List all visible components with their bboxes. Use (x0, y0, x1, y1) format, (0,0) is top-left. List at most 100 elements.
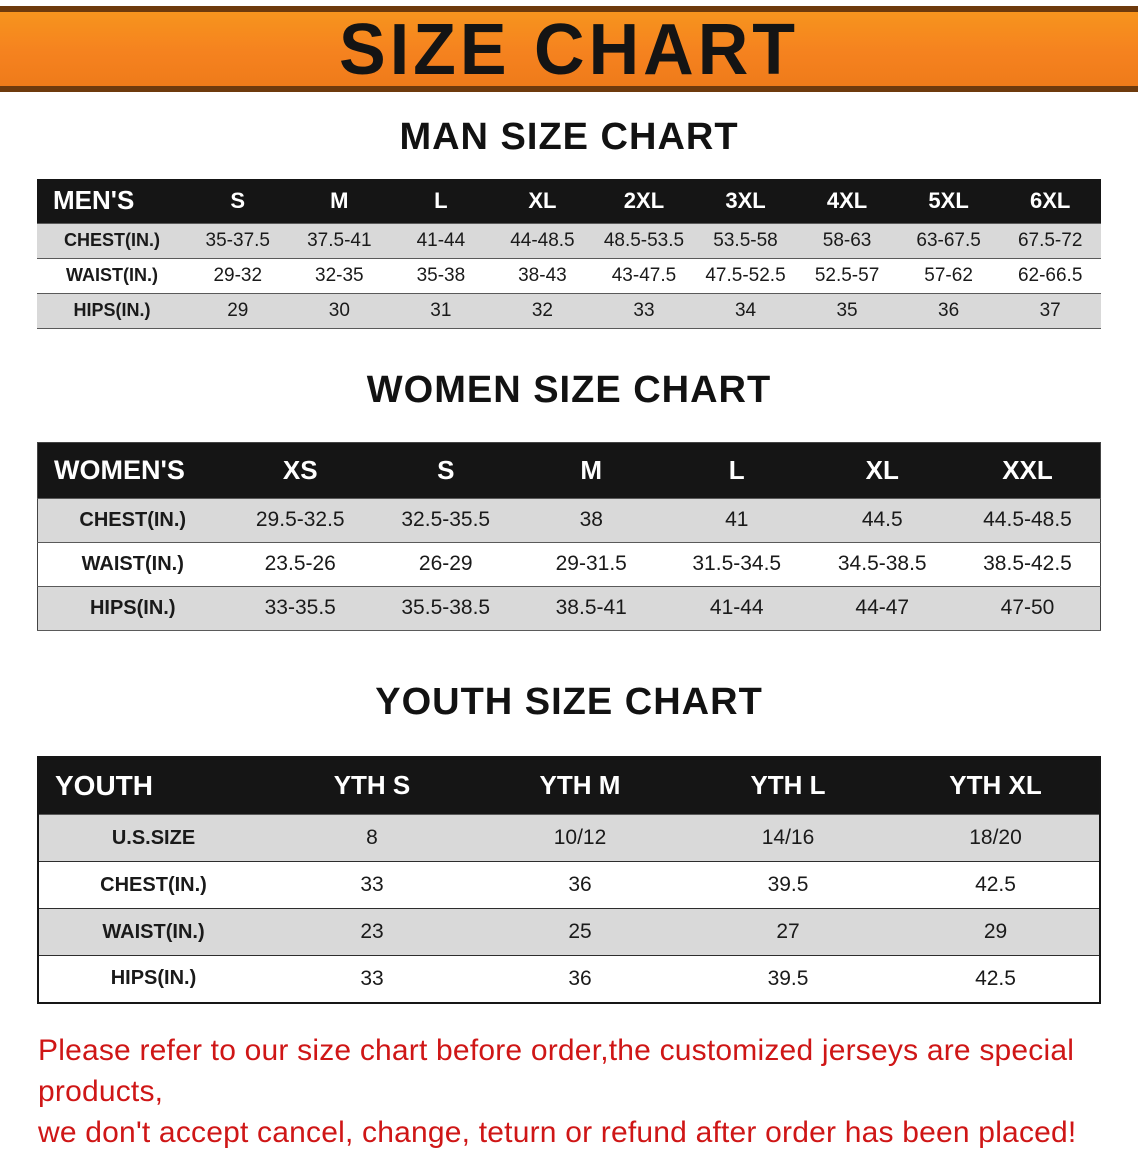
size-value-cell: 36 (476, 861, 684, 909)
size-column-header: XS (227, 442, 373, 498)
row-label-cell: WAIST(IN.) (37, 542, 228, 587)
row-label-cell: HIPS(IN.) (37, 586, 228, 631)
size-value-cell: 32-35 (288, 258, 391, 294)
size-value-cell: 41-44 (664, 586, 810, 631)
size-value-cell: 18/20 (892, 814, 1100, 862)
size-value-cell: 36 (897, 293, 1000, 329)
women-size-table: WOMEN'S XS S M L XL XXL CHEST(IN.) 29.5-32.5 32.5… (37, 441, 1101, 631)
size-column-header: M (518, 442, 664, 498)
size-value-cell: 44.5 (809, 497, 955, 543)
disclaimer-text: Please refer to our size chart before or… (38, 1030, 1118, 1153)
row-label-cell: CHEST(IN.) (37, 497, 228, 543)
size-value-cell: 33 (268, 861, 476, 909)
disclaimer-line-1: Please refer to our size chart before or… (38, 1033, 1075, 1108)
row-label-cell: WAIST(IN.) (37, 258, 187, 294)
women-section-title: WOMEN SIZE CHART (366, 368, 772, 411)
size-value-cell: 33 (268, 955, 476, 1003)
size-value-cell: 47.5-52.5 (694, 258, 797, 294)
size-value-cell: 48.5-53.5 (593, 222, 695, 259)
size-value-cell: 44-47 (809, 586, 955, 631)
table-header-row: MEN'S S M L XL 2XL 3XL 4XL 5XL 6XL (37, 179, 1101, 223)
measurement-row: CHEST(IN.) 33 36 39.5 42.5 (38, 861, 1100, 909)
size-value-cell: 41-44 (390, 222, 492, 259)
measurement-row: HIPS(IN.) 29 30 31 32 33 34 35 36 37 (37, 293, 1101, 329)
size-value-cell: 41 (664, 497, 810, 543)
size-value-cell: 29-31.5 (518, 542, 664, 587)
size-value-cell: 10/12 (476, 814, 684, 862)
size-value-cell: 57-62 (897, 258, 1000, 294)
size-value-cell: 30 (288, 293, 391, 329)
size-column-header: 6XL (999, 179, 1101, 223)
size-column-header: YTH L (684, 756, 892, 815)
size-value-cell: 33 (593, 293, 695, 329)
size-value-cell: 43-47.5 (593, 258, 695, 294)
measurement-row: WAIST(IN.) 29-32 32-35 35-38 38-43 43-47.5 47.… (37, 258, 1101, 294)
measurement-row: CHEST(IN.) 29.5-32.5 32.5-35.5 38 41 44.5 44.5… (37, 497, 1101, 543)
youth-size-table: YOUTH YTH S YTH M YTH L YTH XL U.S.SIZE 8 10/12… (37, 755, 1101, 1004)
row-label-cell: CHEST(IN.) (38, 861, 268, 909)
size-value-cell: 53.5-58 (694, 222, 797, 259)
size-column-header: 2XL (593, 179, 695, 223)
size-value-cell: 29 (187, 293, 289, 329)
size-value-cell: 58-63 (796, 222, 898, 259)
size-value-cell: 35 (796, 293, 898, 329)
size-value-cell: 29-32 (187, 258, 289, 294)
size-value-cell: 34 (694, 293, 797, 329)
measurement-row: HIPS(IN.) 33 36 39.5 42.5 (38, 955, 1100, 1003)
size-value-cell: 23 (268, 908, 476, 956)
row-label-cell: HIPS(IN.) (37, 293, 187, 329)
size-value-cell: 63-67.5 (897, 222, 1000, 259)
size-column-header: 4XL (796, 179, 898, 223)
size-column-header: S (187, 179, 289, 223)
size-value-cell: 29.5-32.5 (227, 497, 373, 543)
size-value-cell: 31 (390, 293, 492, 329)
youth-section-title: YOUTH SIZE CHART (375, 680, 763, 723)
size-column-header: YTH S (268, 756, 476, 815)
size-value-cell: 35.5-38.5 (373, 586, 519, 631)
size-value-cell: 32.5-35.5 (373, 497, 519, 543)
table-title-cell: YOUTH (38, 756, 268, 815)
size-column-header: L (664, 442, 810, 498)
size-value-cell: 62-66.5 (999, 258, 1101, 294)
size-value-cell: 38-43 (491, 258, 594, 294)
size-value-cell: 67.5-72 (999, 222, 1101, 259)
size-value-cell: 27 (684, 908, 892, 956)
size-value-cell: 38.5-42.5 (955, 542, 1101, 587)
size-column-header: YTH M (476, 756, 684, 815)
size-value-cell: 44-48.5 (491, 222, 594, 259)
size-value-cell: 37 (999, 293, 1101, 329)
row-label-cell: CHEST(IN.) (37, 222, 187, 259)
measurement-row: U.S.SIZE 8 10/12 14/16 18/20 (38, 814, 1100, 862)
size-value-cell: 47-50 (955, 586, 1101, 631)
size-chart-banner: SIZE CHART (0, 6, 1138, 92)
size-value-cell: 39.5 (684, 861, 892, 909)
size-value-cell: 38 (518, 497, 664, 543)
size-value-cell: 25 (476, 908, 684, 956)
measurement-row: CHEST(IN.) 35-37.5 37.5-41 41-44 44-48.5 48.5… (37, 222, 1101, 259)
table-title-cell: MEN'S (37, 179, 187, 223)
size-value-cell: 29 (892, 908, 1100, 956)
row-label-cell: HIPS(IN.) (38, 955, 268, 1003)
size-value-cell: 31.5-34.5 (664, 542, 810, 587)
table-title-cell: WOMEN'S (37, 442, 228, 498)
size-column-header: YTH XL (892, 756, 1100, 815)
size-value-cell: 37.5-41 (288, 222, 391, 259)
size-column-header: XXL (955, 442, 1101, 498)
size-column-header: XL (491, 179, 594, 223)
size-value-cell: 33-35.5 (227, 586, 373, 631)
size-column-header: L (390, 179, 492, 223)
men-section-title: MAN SIZE CHART (399, 116, 739, 158)
size-value-cell: 26-29 (373, 542, 519, 587)
row-label-cell: U.S.SIZE (38, 814, 268, 862)
disclaimer-line-2: we don't accept cancel, change, teturn o… (38, 1115, 1077, 1149)
row-label-cell: WAIST(IN.) (38, 908, 268, 956)
size-value-cell: 39.5 (684, 955, 892, 1003)
men-size-table: MEN'S S M L XL 2XL 3XL 4XL 5XL 6XL CHEST(IN.) 35-37… (37, 179, 1101, 329)
table-header-row: WOMEN'S XS S M L XL XXL (37, 442, 1101, 498)
size-value-cell: 36 (476, 955, 684, 1003)
size-column-header: XL (809, 442, 955, 498)
size-value-cell: 44.5-48.5 (955, 497, 1101, 543)
size-value-cell: 8 (268, 814, 476, 862)
size-value-cell: 52.5-57 (796, 258, 898, 294)
size-column-header: M (288, 179, 391, 223)
